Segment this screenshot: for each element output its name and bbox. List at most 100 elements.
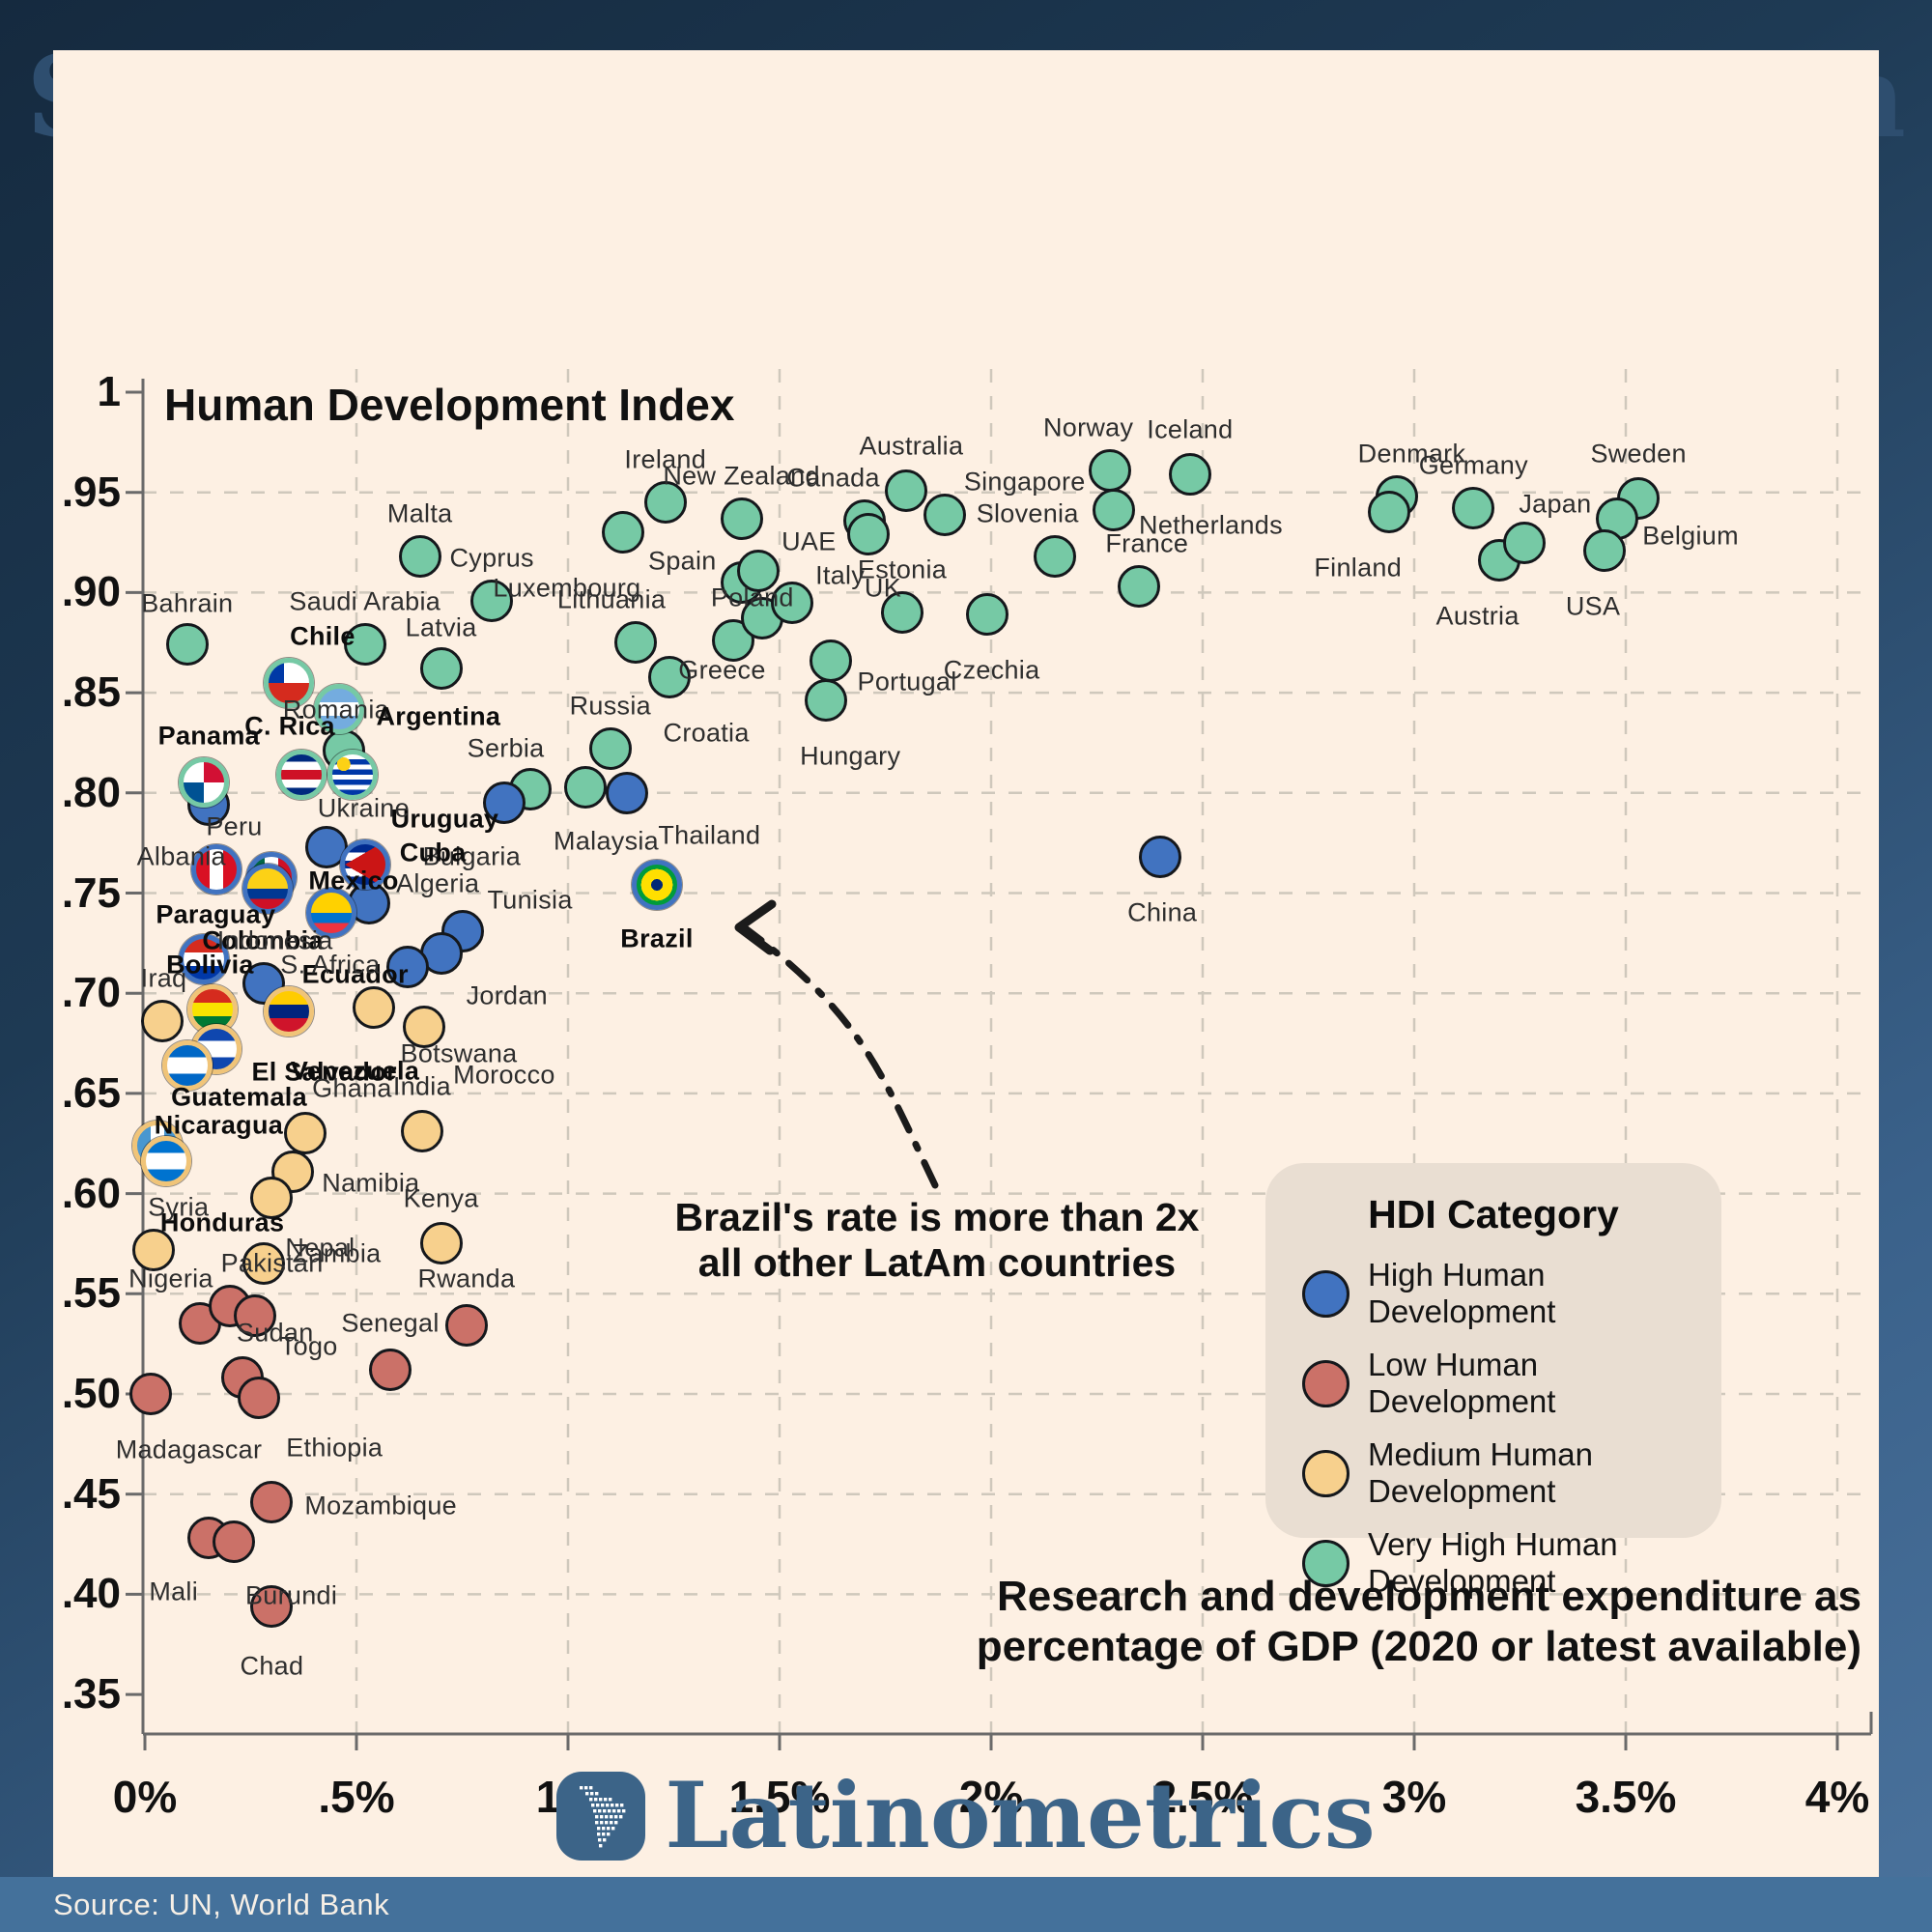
- country-label-new-zealand: New Zealand: [663, 461, 820, 491]
- y-tick-label: .85: [61, 668, 121, 717]
- y-tick-label: 1: [97, 368, 121, 415]
- data-point-saudi-arabia: [343, 623, 386, 667]
- data-point-india: [400, 1110, 443, 1153]
- data-point-finland: [1367, 491, 1410, 534]
- legend-item-medium: Medium Human Development: [1302, 1436, 1721, 1510]
- flag-point-nicaragua: [161, 1039, 213, 1091]
- country-label-uruguay: Uruguay: [390, 804, 499, 834]
- country-label-iraq: Iraq: [140, 963, 187, 993]
- data-point-bulgaria: [483, 781, 526, 825]
- data-point-burundi: [212, 1520, 255, 1564]
- chart-panel: Human Development Index Research and dev…: [53, 50, 1879, 1877]
- data-point-czechia: [965, 593, 1009, 637]
- annotation-arrow: [743, 925, 939, 1189]
- country-label-mozambique: Mozambique: [304, 1491, 457, 1520]
- data-point-ghana: [284, 1112, 327, 1155]
- data-point-malaysia: [563, 765, 607, 809]
- legend-swatch-very_high: [1302, 1539, 1350, 1587]
- x-tick-label: 2.5%: [1151, 1772, 1254, 1822]
- data-point-netherlands: [1093, 489, 1136, 532]
- country-label-bahrain: Bahrain: [141, 588, 234, 618]
- flag-point-chile: [263, 657, 314, 708]
- x-axis-title-line1: Research and development expenditure as: [997, 1573, 1861, 1620]
- data-point-new-zealand: [720, 497, 763, 540]
- y-tick-label: .90: [61, 568, 121, 616]
- source-bar: Source: UN, World Bank: [0, 1877, 1932, 1932]
- data-point-iraq: [140, 1000, 184, 1043]
- country-label-indonesia: Indonesia: [216, 925, 333, 955]
- y-tick-label: .95: [61, 468, 121, 516]
- flag-point-c-rica: [276, 750, 327, 801]
- country-label-nepal: Nepal: [285, 1233, 355, 1263]
- country-label-singapore: Singapore: [963, 467, 1086, 496]
- country-label-colombia: Colombia: [202, 925, 324, 955]
- data-point-slovenia: [1033, 535, 1076, 579]
- data-point-ukraine: [305, 825, 349, 868]
- country-label-norway: Norway: [1042, 412, 1134, 442]
- country-label-brazil: Brazil: [620, 923, 694, 953]
- country-label-india: India: [392, 1071, 451, 1101]
- y-axis-title: Human Development Index: [164, 380, 735, 430]
- country-label-ecuador: Ecuador: [301, 959, 409, 989]
- data-point-zambia: [242, 1242, 285, 1286]
- legend-swatch-high: [1302, 1269, 1350, 1318]
- data-point-senegal: [369, 1349, 412, 1392]
- legend-items: High Human Development Low Human Developm…: [1302, 1257, 1721, 1600]
- data-point-germany: [1452, 487, 1495, 530]
- country-label-bolivia: Bolivia: [166, 950, 254, 980]
- data-point-malta: [398, 535, 441, 579]
- country-label-denmark: Denmark: [1357, 439, 1466, 469]
- country-label-lithuania: Lithuania: [556, 584, 667, 614]
- country-label-spain: Spain: [648, 546, 717, 576]
- data-point-japan: [1502, 521, 1546, 564]
- country-label-peru: Peru: [206, 811, 263, 841]
- y-tick-label: .50: [61, 1370, 121, 1417]
- country-label-sudan: Sudan: [236, 1318, 314, 1348]
- data-point-australia: [885, 469, 928, 512]
- country-label-mali: Mali: [149, 1577, 199, 1606]
- data-point-botswana: [352, 985, 395, 1029]
- country-label-australia: Australia: [859, 431, 964, 461]
- country-label-c-rica: C. Rica: [244, 711, 335, 741]
- country-label-burundi: Burundi: [244, 1580, 338, 1610]
- data-point-chad: [250, 1584, 294, 1628]
- flag-point-colombia: [242, 864, 294, 915]
- data-point-norway: [1088, 448, 1131, 492]
- data-point-mozambique: [250, 1480, 294, 1523]
- x-tick-label: .5%: [318, 1772, 395, 1822]
- country-label-tunisia: Tunisia: [487, 885, 573, 915]
- country-label-poland: Poland: [710, 582, 794, 612]
- y-tick-label: .35: [61, 1670, 121, 1719]
- country-label-czechia: Czechia: [943, 655, 1040, 685]
- brand-name: Latinometrics: [665, 1763, 1376, 1869]
- country-label-venezuela: Venezuela: [290, 1056, 420, 1086]
- country-label-china: China: [1127, 897, 1198, 927]
- annotation-arrowhead: [734, 899, 777, 955]
- brand-footer: Latinometrics: [53, 1763, 1879, 1869]
- country-label-uae: UAE: [781, 526, 837, 556]
- legend-swatch-medium: [1302, 1449, 1350, 1497]
- country-label-malta: Malta: [386, 498, 453, 528]
- latinometrics-logo-icon: [556, 1772, 646, 1861]
- data-point-luxembourg: [601, 511, 644, 554]
- country-label-netherlands: Netherlands: [1139, 510, 1283, 540]
- country-label-kenya: Kenya: [403, 1183, 479, 1213]
- country-label-syria: Syria: [148, 1192, 210, 1222]
- data-point-thailand: [606, 771, 649, 814]
- flag-point-uruguay: [327, 750, 378, 801]
- country-label-panama: Panama: [157, 721, 260, 751]
- country-label-honduras: Honduras: [159, 1208, 285, 1237]
- y-tick-label: .70: [61, 969, 121, 1017]
- country-label-saudi-arabia: Saudi Arabia: [289, 586, 441, 616]
- data-point-s-africa: [385, 946, 429, 989]
- country-label-s-africa: S. Africa: [280, 950, 381, 980]
- y-tick-label: .45: [61, 1469, 121, 1518]
- y-tick-label: .75: [61, 868, 121, 917]
- legend-label-high: High Human Development: [1368, 1257, 1556, 1329]
- country-label-estonia: Estonia: [857, 554, 948, 584]
- y-tick-label: .40: [61, 1570, 121, 1618]
- country-label-thailand: Thailand: [658, 820, 761, 850]
- country-label-ethiopia: Ethiopia: [286, 1433, 384, 1463]
- flag-point-cuba: [339, 839, 390, 891]
